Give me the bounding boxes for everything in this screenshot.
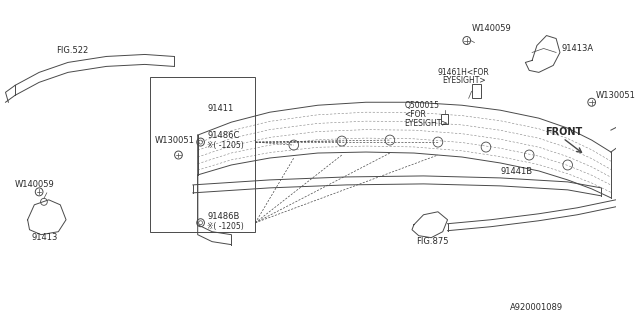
Text: EYESIGHT>: EYESIGHT> xyxy=(404,119,448,128)
Bar xyxy=(150,77,255,232)
Text: 91413: 91413 xyxy=(31,233,58,242)
Text: A920001089: A920001089 xyxy=(510,303,563,312)
Text: W130051: W130051 xyxy=(596,91,636,100)
Bar xyxy=(472,84,481,98)
Bar xyxy=(441,114,449,124)
Text: FIG.875: FIG.875 xyxy=(416,237,449,246)
Text: 91441B: 91441B xyxy=(500,167,532,176)
Text: 91413A: 91413A xyxy=(562,44,594,53)
Text: 91411: 91411 xyxy=(207,104,234,113)
Text: W130051: W130051 xyxy=(154,136,195,145)
Text: 91461H<FOR: 91461H<FOR xyxy=(438,68,490,77)
Text: Q500015: Q500015 xyxy=(404,101,439,110)
Text: 91486C: 91486C xyxy=(207,131,239,140)
Text: W140059: W140059 xyxy=(472,24,511,33)
Text: ※( -1205): ※( -1205) xyxy=(207,140,244,149)
Text: FRONT: FRONT xyxy=(545,127,583,137)
Text: <FOR: <FOR xyxy=(404,110,426,119)
Text: ※( -1205): ※( -1205) xyxy=(207,222,244,231)
Text: 91486B: 91486B xyxy=(207,212,239,221)
Text: W140059: W140059 xyxy=(15,180,55,189)
Text: FIG.522: FIG.522 xyxy=(56,46,89,55)
Text: EYESIGHT>: EYESIGHT> xyxy=(443,76,486,85)
